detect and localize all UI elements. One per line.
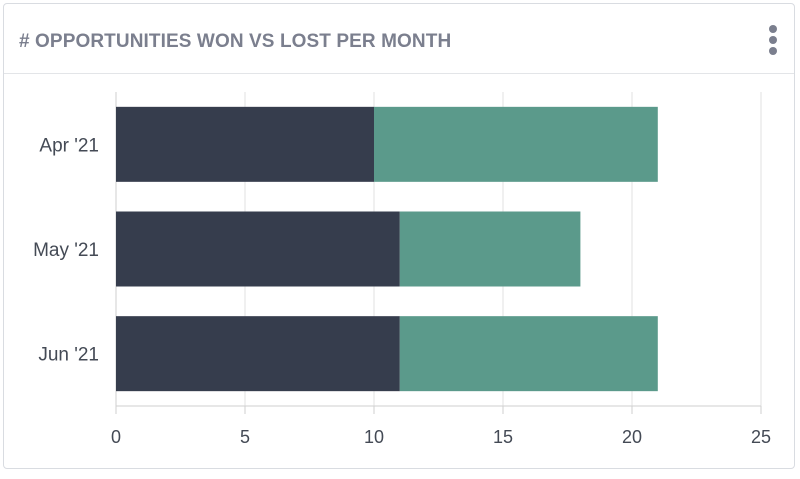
y-category-label: Jun '21 <box>38 345 99 366</box>
card-header: # OPPORTUNITIES WON VS LOST PER MONTH <box>4 4 794 74</box>
lost-bar <box>399 211 581 287</box>
x-tick-label: 25 <box>751 427 771 447</box>
x-tick-label: 10 <box>364 427 384 447</box>
won-bar <box>116 211 400 287</box>
x-tick-label: 5 <box>240 427 250 447</box>
card-title: # OPPORTUNITIES WON VS LOST PER MONTH <box>19 31 452 52</box>
won-bar <box>116 106 374 182</box>
lost-bar <box>374 106 658 182</box>
won-bar <box>116 316 400 392</box>
y-category-label: May '21 <box>33 240 99 261</box>
lost-bar <box>399 316 658 392</box>
x-tick-label: 15 <box>493 427 513 447</box>
y-category-label: Apr '21 <box>39 135 99 156</box>
more-options-button[interactable] <box>766 24 780 56</box>
x-tick-label: 20 <box>622 427 642 447</box>
vertical-ellipsis-icon[interactable] <box>766 24 780 56</box>
x-tick-label: 0 <box>111 427 121 447</box>
